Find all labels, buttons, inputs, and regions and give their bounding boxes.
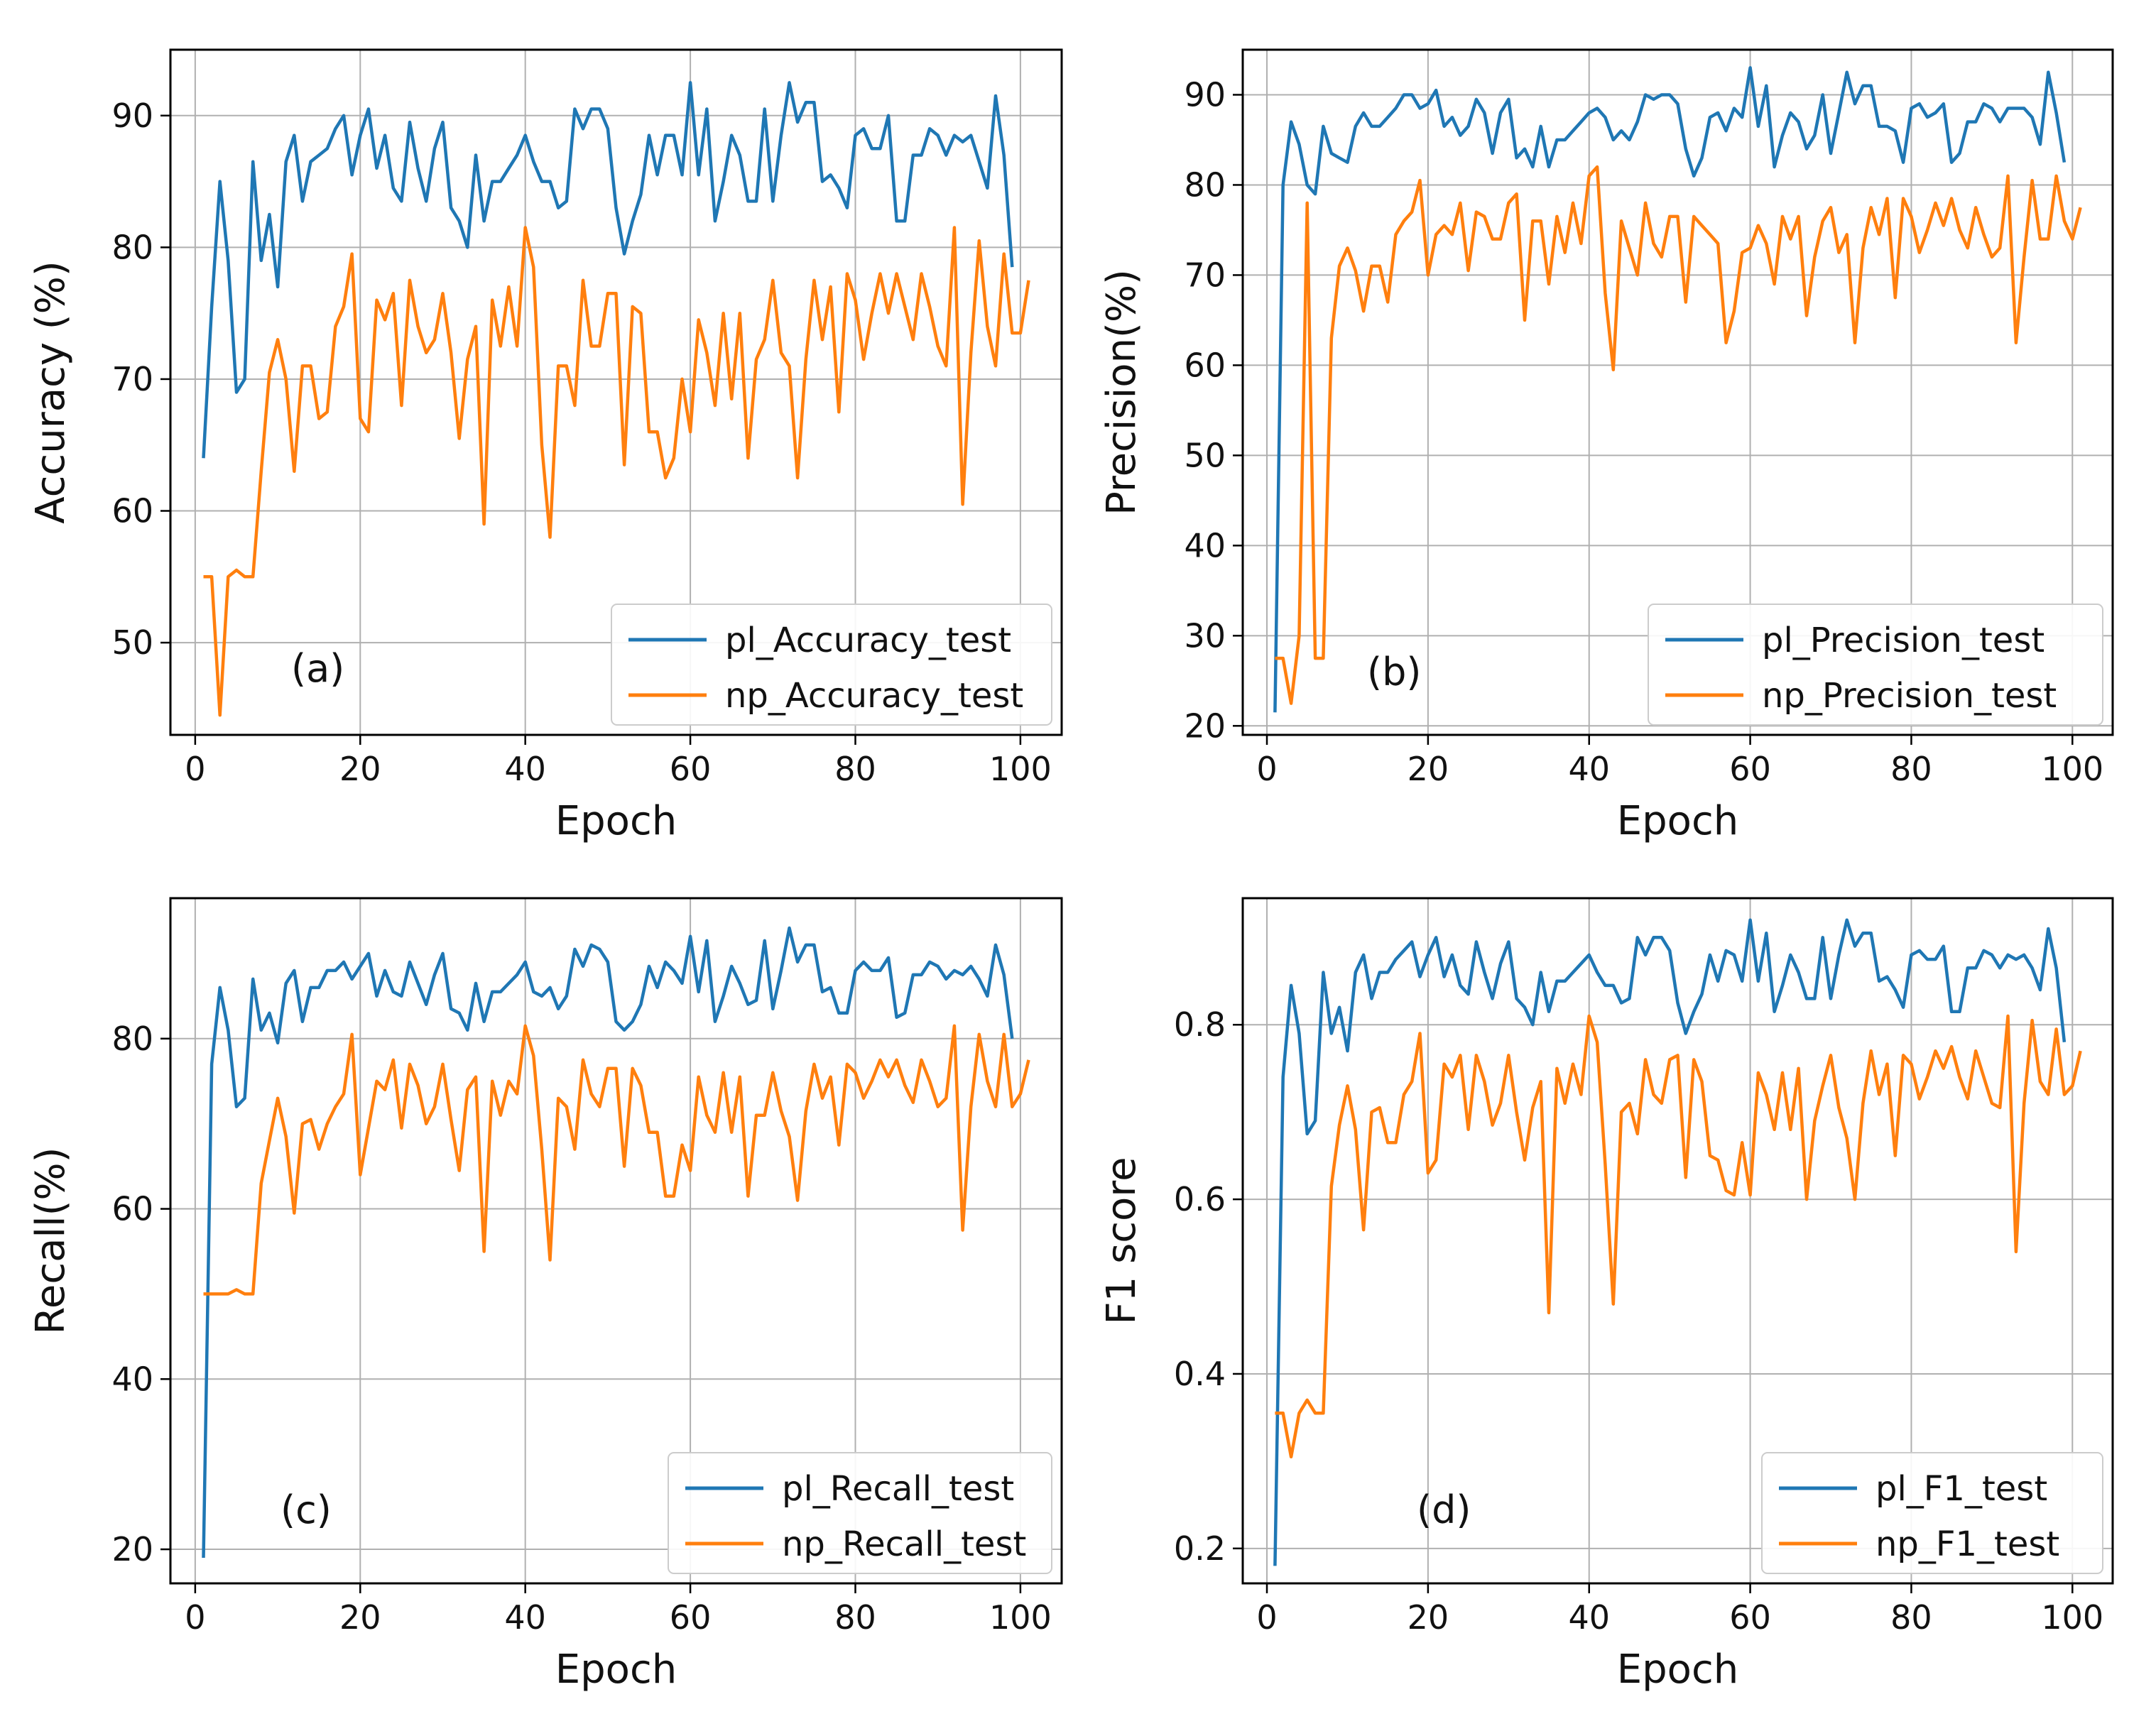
panel-1: 0 20 40 60 80 100 50 60 70 80 90 Epoch Accuracy (%) (… [28,48,1063,844]
y-tick-label: 30 [1184,616,1226,655]
panel-2: 0 20 40 60 80 100 20 30 40 50 60 70 80 90 Epoch Precisi… [1099,48,2114,844]
x-tick-label: 60 [1729,1598,1771,1637]
x-tick-label: 80 [1890,750,1932,788]
panel-3: 0 20 40 60 80 100 20 40 60 80 Epoch Recall(%) (c) pl_… [28,897,1063,1693]
y-tick-label: 40 [1184,526,1226,564]
y-tick-label: 80 [111,228,153,266]
x-tick-label: 0 [185,1598,205,1637]
x-tick-label: 60 [670,1598,712,1637]
x-tick-label: 20 [339,1598,381,1637]
plot-frame [1241,897,2114,1585]
legend-label: np_Precision_test [1762,676,2057,716]
plot-frame [169,48,1063,736]
x-tick-label: 20 [339,750,381,788]
legend-label: pl_Recall_test [782,1469,1014,1509]
legend-box [1648,604,2103,726]
x-tick-label: 0 [185,750,205,788]
legend-box [668,1452,1052,1574]
y-tick-label: 20 [111,1530,153,1568]
panel-tag: (d) [1417,1488,1471,1532]
y-tick-label: 60 [1184,346,1226,384]
series-line-np_Precision_test [1275,165,2082,705]
y-tick-label: 50 [111,623,153,662]
x-tick-label: 80 [834,1598,876,1637]
series-line-np_Accuracy_test [203,226,1030,717]
x-axis-label: Epoch [555,798,677,844]
y-axis-label: Precision(%) [1099,269,1145,515]
x-axis-label: Epoch [555,1647,677,1693]
y-tick-label: 80 [111,1020,153,1058]
plot-frame [169,897,1063,1585]
y-tick-label: 0.6 [1174,1180,1226,1218]
x-axis-label: Epoch [1617,798,1738,844]
y-tick-label: 60 [111,492,153,530]
x-tick-label: 60 [1729,750,1771,788]
y-tick-label: 70 [1184,256,1226,294]
legend-label: np_Accuracy_test [725,676,1023,716]
y-tick-label: 20 [1184,706,1226,745]
x-tick-label: 80 [834,750,876,788]
series-line-pl_Precision_test [1273,66,2067,713]
legend: pl_Accuracy_test np_Accuracy_test [611,604,1052,726]
x-tick-label: 40 [1568,1598,1610,1637]
y-tick-label: 60 [111,1190,153,1228]
series-line-np_Recall_test [203,1024,1030,1296]
x-tick-label: 40 [1568,750,1610,788]
y-axis-label: Accuracy (%) [28,261,74,523]
legend-label: np_Recall_test [782,1524,1026,1564]
x-tick-label: 100 [2041,750,2103,788]
legend-label: pl_Precision_test [1762,621,2045,660]
legend-box [611,604,1052,726]
x-axis-label: Epoch [1617,1647,1738,1693]
x-tick-label: 100 [989,1598,1052,1637]
series-line-pl_F1_test [1273,918,2067,1566]
x-tick-label: 40 [504,750,546,788]
legend-label: pl_F1_test [1875,1469,2047,1509]
y-tick-label: 90 [1184,75,1226,114]
y-axis-label: Recall(%) [28,1147,74,1335]
y-tick-label: 90 [111,97,153,135]
x-tick-label: 100 [2041,1598,2103,1637]
x-tick-label: 40 [504,1598,546,1637]
y-tick-label: 0.4 [1174,1355,1226,1393]
y-axis-label: F1 score [1099,1157,1145,1324]
x-tick-label: 20 [1408,1598,1449,1637]
panel-tag: (a) [291,646,344,691]
y-tick-label: 70 [111,360,153,398]
x-tick-label: 0 [1256,1598,1277,1637]
plot-frame [1241,48,2114,736]
series-line-np_F1_test [1275,1014,2082,1459]
series-line-pl_Recall_test [202,926,1014,1559]
panel-tag: (c) [281,1488,332,1532]
x-tick-label: 80 [1890,1598,1932,1637]
y-tick-label: 80 [1184,165,1226,204]
legend: pl_F1_test np_F1_test [1761,1452,2103,1574]
x-tick-label: 60 [670,750,712,788]
y-tick-label: 0.2 [1174,1529,1226,1568]
legend: pl_Precision_test np_Precision_test [1648,604,2103,726]
panel-4: 0 20 40 60 80 100 0.2 0.4 0.6 0.8 Epoch F1 score (d)… [1099,897,2114,1693]
x-tick-label: 100 [989,750,1052,788]
legend-label: np_F1_test [1875,1524,2059,1564]
x-tick-label: 20 [1408,750,1449,788]
legend: pl_Recall_test np_Recall_test [668,1452,1052,1574]
y-tick-label: 0.8 [1174,1005,1226,1044]
y-tick-label: 40 [111,1360,153,1398]
series-line-pl_Accuracy_test [202,81,1014,459]
panel-tag: (b) [1367,650,1421,694]
x-tick-label: 0 [1256,750,1277,788]
y-tick-label: 50 [1184,436,1226,474]
legend-label: pl_Accuracy_test [725,621,1011,660]
